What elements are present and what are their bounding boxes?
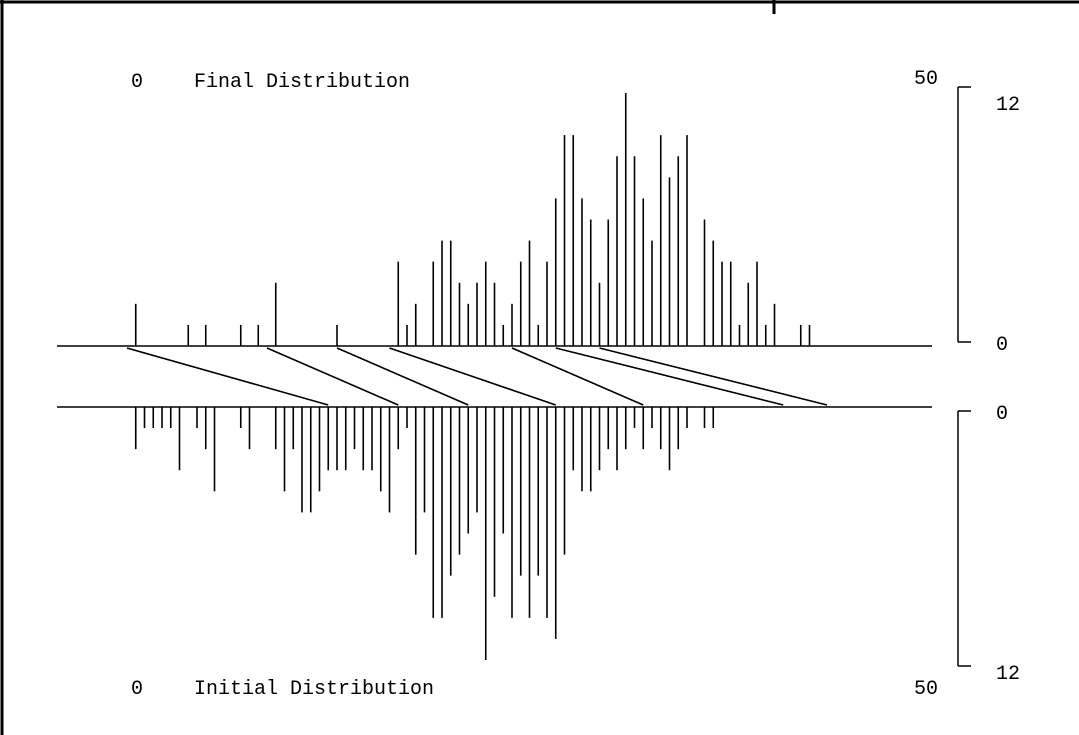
mapping-line — [389, 347, 557, 406]
mapping-line — [555, 347, 784, 406]
initial-scale-bracket — [957, 410, 971, 667]
final-scale-min-label: 0 — [996, 334, 1008, 357]
mapping-line — [266, 347, 399, 406]
initial-title: Initial Distribution — [194, 678, 434, 701]
mapping-line — [511, 347, 644, 406]
final-bars — [134, 93, 811, 346]
initial-scale-max-label: 12 — [996, 663, 1020, 686]
mapping-line — [336, 347, 469, 406]
initial-bars — [134, 407, 715, 660]
initial-x-end-label: 50 — [914, 678, 938, 701]
final-scale-bracket — [957, 86, 971, 343]
final-x-start-label: 0 — [131, 71, 143, 94]
final-x-end-label: 50 — [914, 68, 938, 91]
mapping-lines — [126, 347, 828, 406]
mapping-line — [599, 347, 828, 406]
mapping-line — [126, 347, 329, 406]
initial-x-start-label: 0 — [131, 678, 143, 701]
final-title: Final Distribution — [194, 71, 410, 94]
final-scale-max-label: 12 — [996, 94, 1020, 117]
initial-scale-min-label: 0 — [996, 403, 1008, 426]
